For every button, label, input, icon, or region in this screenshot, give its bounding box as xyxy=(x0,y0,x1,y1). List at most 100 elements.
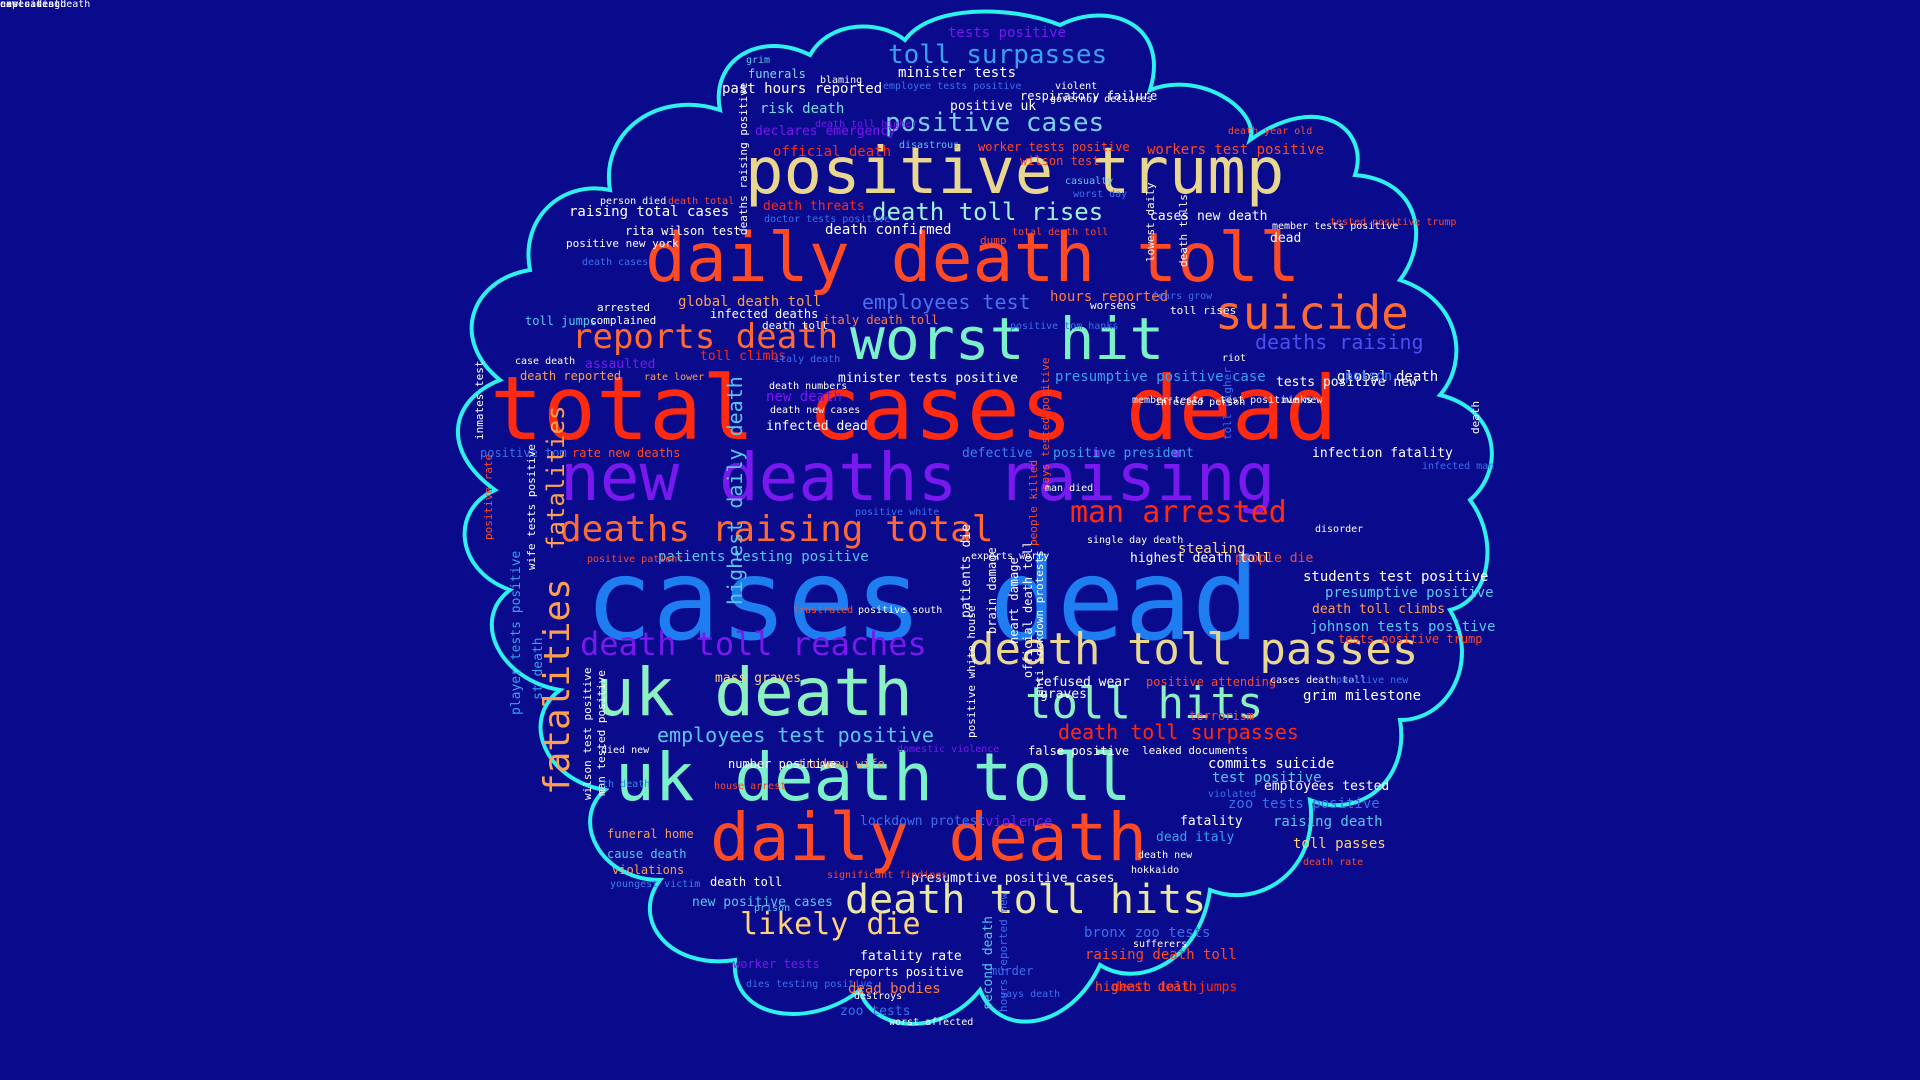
cloud-word: bronx zoo tests xyxy=(1084,925,1211,941)
cloud-word: worker tests positive xyxy=(978,140,1130,154)
cloud-word: death rate xyxy=(1303,857,1364,868)
cloud-word: blaming xyxy=(820,75,863,86)
cloud-word: lockdown protest xyxy=(860,814,986,829)
cloud-word: man died xyxy=(1045,483,1094,494)
cloud-word: cause death xyxy=(607,847,687,861)
cloud-word: deaths raising total xyxy=(560,509,994,550)
cloud-word: death toll higher xyxy=(815,119,918,130)
cloud-word: death numbers xyxy=(769,381,848,392)
cloud-word: funerals xyxy=(748,67,806,81)
cloud-word: raising death toll xyxy=(1085,947,1237,963)
cloud-word: heart damage xyxy=(1007,557,1021,644)
cloud-word: minister tests xyxy=(898,65,1017,81)
cloud-word: number positive xyxy=(728,757,837,771)
cloud-word: hokkaido xyxy=(1131,865,1180,876)
cloud-word: assaulted xyxy=(585,357,656,372)
cloud-word: zoo tests positive xyxy=(1228,796,1380,812)
cloud-word: presumptive positive xyxy=(1325,585,1494,601)
cloud-word: death reported xyxy=(520,369,622,383)
cloud-word: worker tests xyxy=(733,957,820,971)
cloud-word: death total xyxy=(668,196,735,207)
cloud-word: positive trump xyxy=(745,135,1285,209)
cloud-word: frustrated xyxy=(793,605,854,616)
cloud-word: new cases death xyxy=(0,0,91,10)
cloud-word: positive cases xyxy=(885,108,1105,138)
cloud-word: death threats xyxy=(763,199,865,214)
cloud-word: murder xyxy=(990,964,1034,978)
cloud-word: fatalities xyxy=(542,405,570,551)
cloud-word: declares emergency xyxy=(755,124,896,139)
cloud-word: new deaths raising xyxy=(560,439,1276,516)
cloud-word: worst day xyxy=(1073,189,1128,200)
cloud-word: death toll xyxy=(710,875,783,889)
cloud-word: infected dead xyxy=(766,419,868,434)
cloud-word: player tests positive xyxy=(509,550,524,715)
cloud-word: new positive cases xyxy=(692,895,833,910)
cloud-word: employees tested xyxy=(1264,779,1390,794)
cloud-word: positive tom xyxy=(480,446,567,460)
cloud-word: governor declares xyxy=(1050,94,1153,105)
cloud-word: house arrest xyxy=(714,781,787,792)
cloud-word: italy death toll xyxy=(823,313,939,327)
cloud-word: man tested positive xyxy=(595,670,608,796)
cloud-word: death cases xyxy=(582,257,649,268)
cloud-word: sufferers xyxy=(1133,939,1188,950)
cloud-word: total death toll xyxy=(1012,227,1109,238)
cloud-word: rita wilson test xyxy=(625,224,741,238)
cloud-word: destroys xyxy=(854,991,903,1002)
cloud-word: cases new death xyxy=(1150,209,1268,224)
cloud-word: worst affected xyxy=(889,1017,974,1028)
cloud-word: dead italy xyxy=(1156,830,1235,845)
cloud-word: employees test positive xyxy=(657,723,934,747)
cloud-word: dead xyxy=(1270,231,1302,246)
cloud-word: refused wear xyxy=(1036,675,1130,690)
cloud-word: tested positive trump xyxy=(1330,217,1457,228)
cloud-word: disastrous xyxy=(899,140,960,151)
cloud-word: official death xyxy=(773,144,892,160)
cloud-word: highest death xyxy=(1095,980,1197,995)
cloud-word: death toll xyxy=(762,319,829,332)
cloud-word: positive tom hanks xyxy=(1010,321,1119,332)
cloud-word: complained xyxy=(590,314,657,327)
cloud-word: employee tests positive xyxy=(883,81,1022,92)
cloud-word: false positive xyxy=(1028,744,1130,758)
cloud-word: workers test positive xyxy=(1147,142,1325,158)
cloud-word: graves xyxy=(1040,687,1087,702)
cloud-word: raising total cases xyxy=(569,204,730,220)
cloud-word: positive president xyxy=(1053,446,1194,461)
cloud-word: toll passes xyxy=(1293,836,1386,852)
cloud-word: violent xyxy=(1055,81,1098,92)
cloud-word: people die xyxy=(1235,551,1314,566)
cloud-word: violated xyxy=(1208,789,1257,800)
cloud-word: death confirmed xyxy=(825,222,952,238)
cloud-word: wilson test xyxy=(1020,154,1100,168)
cloud-word: total cases dead xyxy=(490,357,1338,460)
cloud-word: man arrested xyxy=(1070,495,1287,530)
cloud-word: anti lockdown protests xyxy=(1033,550,1046,696)
cloud-word: prison xyxy=(754,903,791,914)
cloud-word: says death xyxy=(1000,989,1061,1000)
cloud-word: experts worry xyxy=(971,551,1050,562)
cloud-word: tests positive xyxy=(948,25,1067,41)
cloud-word: grim milestone xyxy=(1303,688,1422,704)
cloud-word: new death xyxy=(766,389,842,405)
cloud-word: reports positive xyxy=(848,965,964,979)
cloud-word: positive attending xyxy=(1146,675,1277,689)
cloud-border-path xyxy=(456,9,1494,1026)
cloud-word: death tolls xyxy=(1177,194,1190,267)
cloud-word: trudeau wife xyxy=(798,757,885,771)
cloud-word: positive rate xyxy=(482,453,495,540)
cloud-word: risk death xyxy=(760,101,845,117)
cloud-word: death toll jumps xyxy=(1112,980,1238,995)
cloud-word: youngest victim xyxy=(610,879,701,890)
cloud-word: patients die xyxy=(959,524,974,618)
cloud-word: death year old xyxy=(1228,126,1313,137)
cloud-word: positive white xyxy=(855,507,940,518)
cloud-word: toll hits xyxy=(1025,678,1264,729)
cloud-word: fatality rate xyxy=(860,949,962,964)
cloud-word: zoo tests xyxy=(840,1004,911,1019)
cloud-word: person died xyxy=(600,196,667,207)
cloud-word: death new cases xyxy=(770,405,861,416)
cloud-word: infected man xyxy=(1422,461,1495,472)
cloud-word: worst hit xyxy=(850,305,1165,373)
